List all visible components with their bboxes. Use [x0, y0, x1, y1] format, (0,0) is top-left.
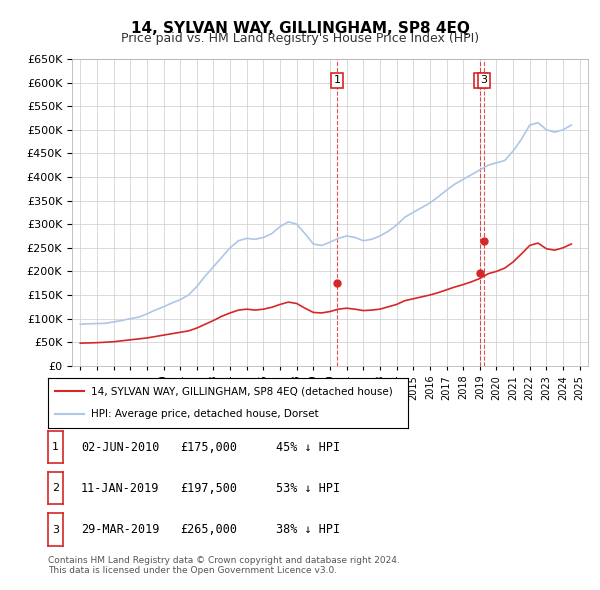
- Text: 3: 3: [52, 525, 59, 535]
- Text: Contains HM Land Registry data © Crown copyright and database right 2024.
This d: Contains HM Land Registry data © Crown c…: [48, 556, 400, 575]
- Text: 29-MAR-2019: 29-MAR-2019: [81, 523, 160, 536]
- Text: 1: 1: [334, 76, 340, 86]
- Text: £265,000: £265,000: [180, 523, 237, 536]
- Text: 2: 2: [52, 483, 59, 493]
- Text: 2: 2: [477, 76, 484, 86]
- Text: 02-JUN-2010: 02-JUN-2010: [81, 441, 160, 454]
- Text: 53% ↓ HPI: 53% ↓ HPI: [276, 482, 340, 495]
- Text: 14, SYLVAN WAY, GILLINGHAM, SP8 4EQ: 14, SYLVAN WAY, GILLINGHAM, SP8 4EQ: [131, 21, 469, 35]
- Text: £175,000: £175,000: [180, 441, 237, 454]
- Text: 45% ↓ HPI: 45% ↓ HPI: [276, 441, 340, 454]
- Text: 11-JAN-2019: 11-JAN-2019: [81, 482, 160, 495]
- Text: 38% ↓ HPI: 38% ↓ HPI: [276, 523, 340, 536]
- Text: Price paid vs. HM Land Registry's House Price Index (HPI): Price paid vs. HM Land Registry's House …: [121, 32, 479, 45]
- Text: 1: 1: [52, 442, 59, 452]
- Text: 14, SYLVAN WAY, GILLINGHAM, SP8 4EQ (detached house): 14, SYLVAN WAY, GILLINGHAM, SP8 4EQ (det…: [91, 386, 393, 396]
- Text: HPI: Average price, detached house, Dorset: HPI: Average price, detached house, Dors…: [91, 409, 319, 419]
- Text: 3: 3: [481, 76, 487, 86]
- Text: £197,500: £197,500: [180, 482, 237, 495]
